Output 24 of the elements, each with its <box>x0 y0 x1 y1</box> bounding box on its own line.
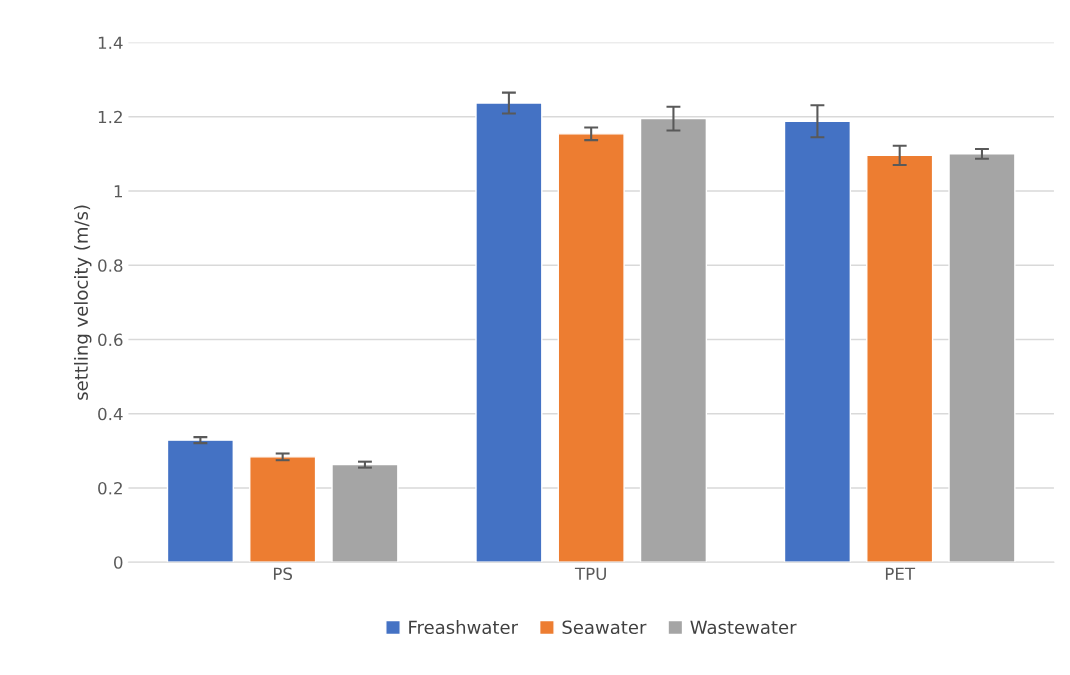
x-tick-label: TPU <box>574 567 606 581</box>
legend-label: Freashwater <box>409 620 519 635</box>
y-tick-label: 1.4 <box>98 36 123 49</box>
y-tick-label: 1 <box>114 185 122 198</box>
y-tick-label: 0.2 <box>98 481 122 495</box>
bar <box>249 456 317 563</box>
y-axis-title: settling velocity (m/s) <box>74 205 92 400</box>
bar <box>475 102 543 563</box>
y-tick-label: 0.4 <box>98 407 123 421</box>
y-tick-label: 0.8 <box>98 259 123 272</box>
x-tick-label: PS <box>273 567 293 581</box>
bar <box>639 117 708 563</box>
bar <box>331 463 399 563</box>
y-tick-label: 0.6 <box>98 333 123 347</box>
bar <box>866 154 934 563</box>
bar <box>783 120 852 563</box>
x-tick-label: PET <box>885 567 916 580</box>
bar <box>166 439 234 563</box>
legend-label: Wastewater <box>690 620 797 635</box>
y-tick-label: 0 <box>114 556 123 569</box>
bar <box>557 133 625 563</box>
y-tick-label: 1.2 <box>98 110 122 124</box>
bar <box>948 153 1016 563</box>
legend-label: Seawater <box>562 620 647 635</box>
